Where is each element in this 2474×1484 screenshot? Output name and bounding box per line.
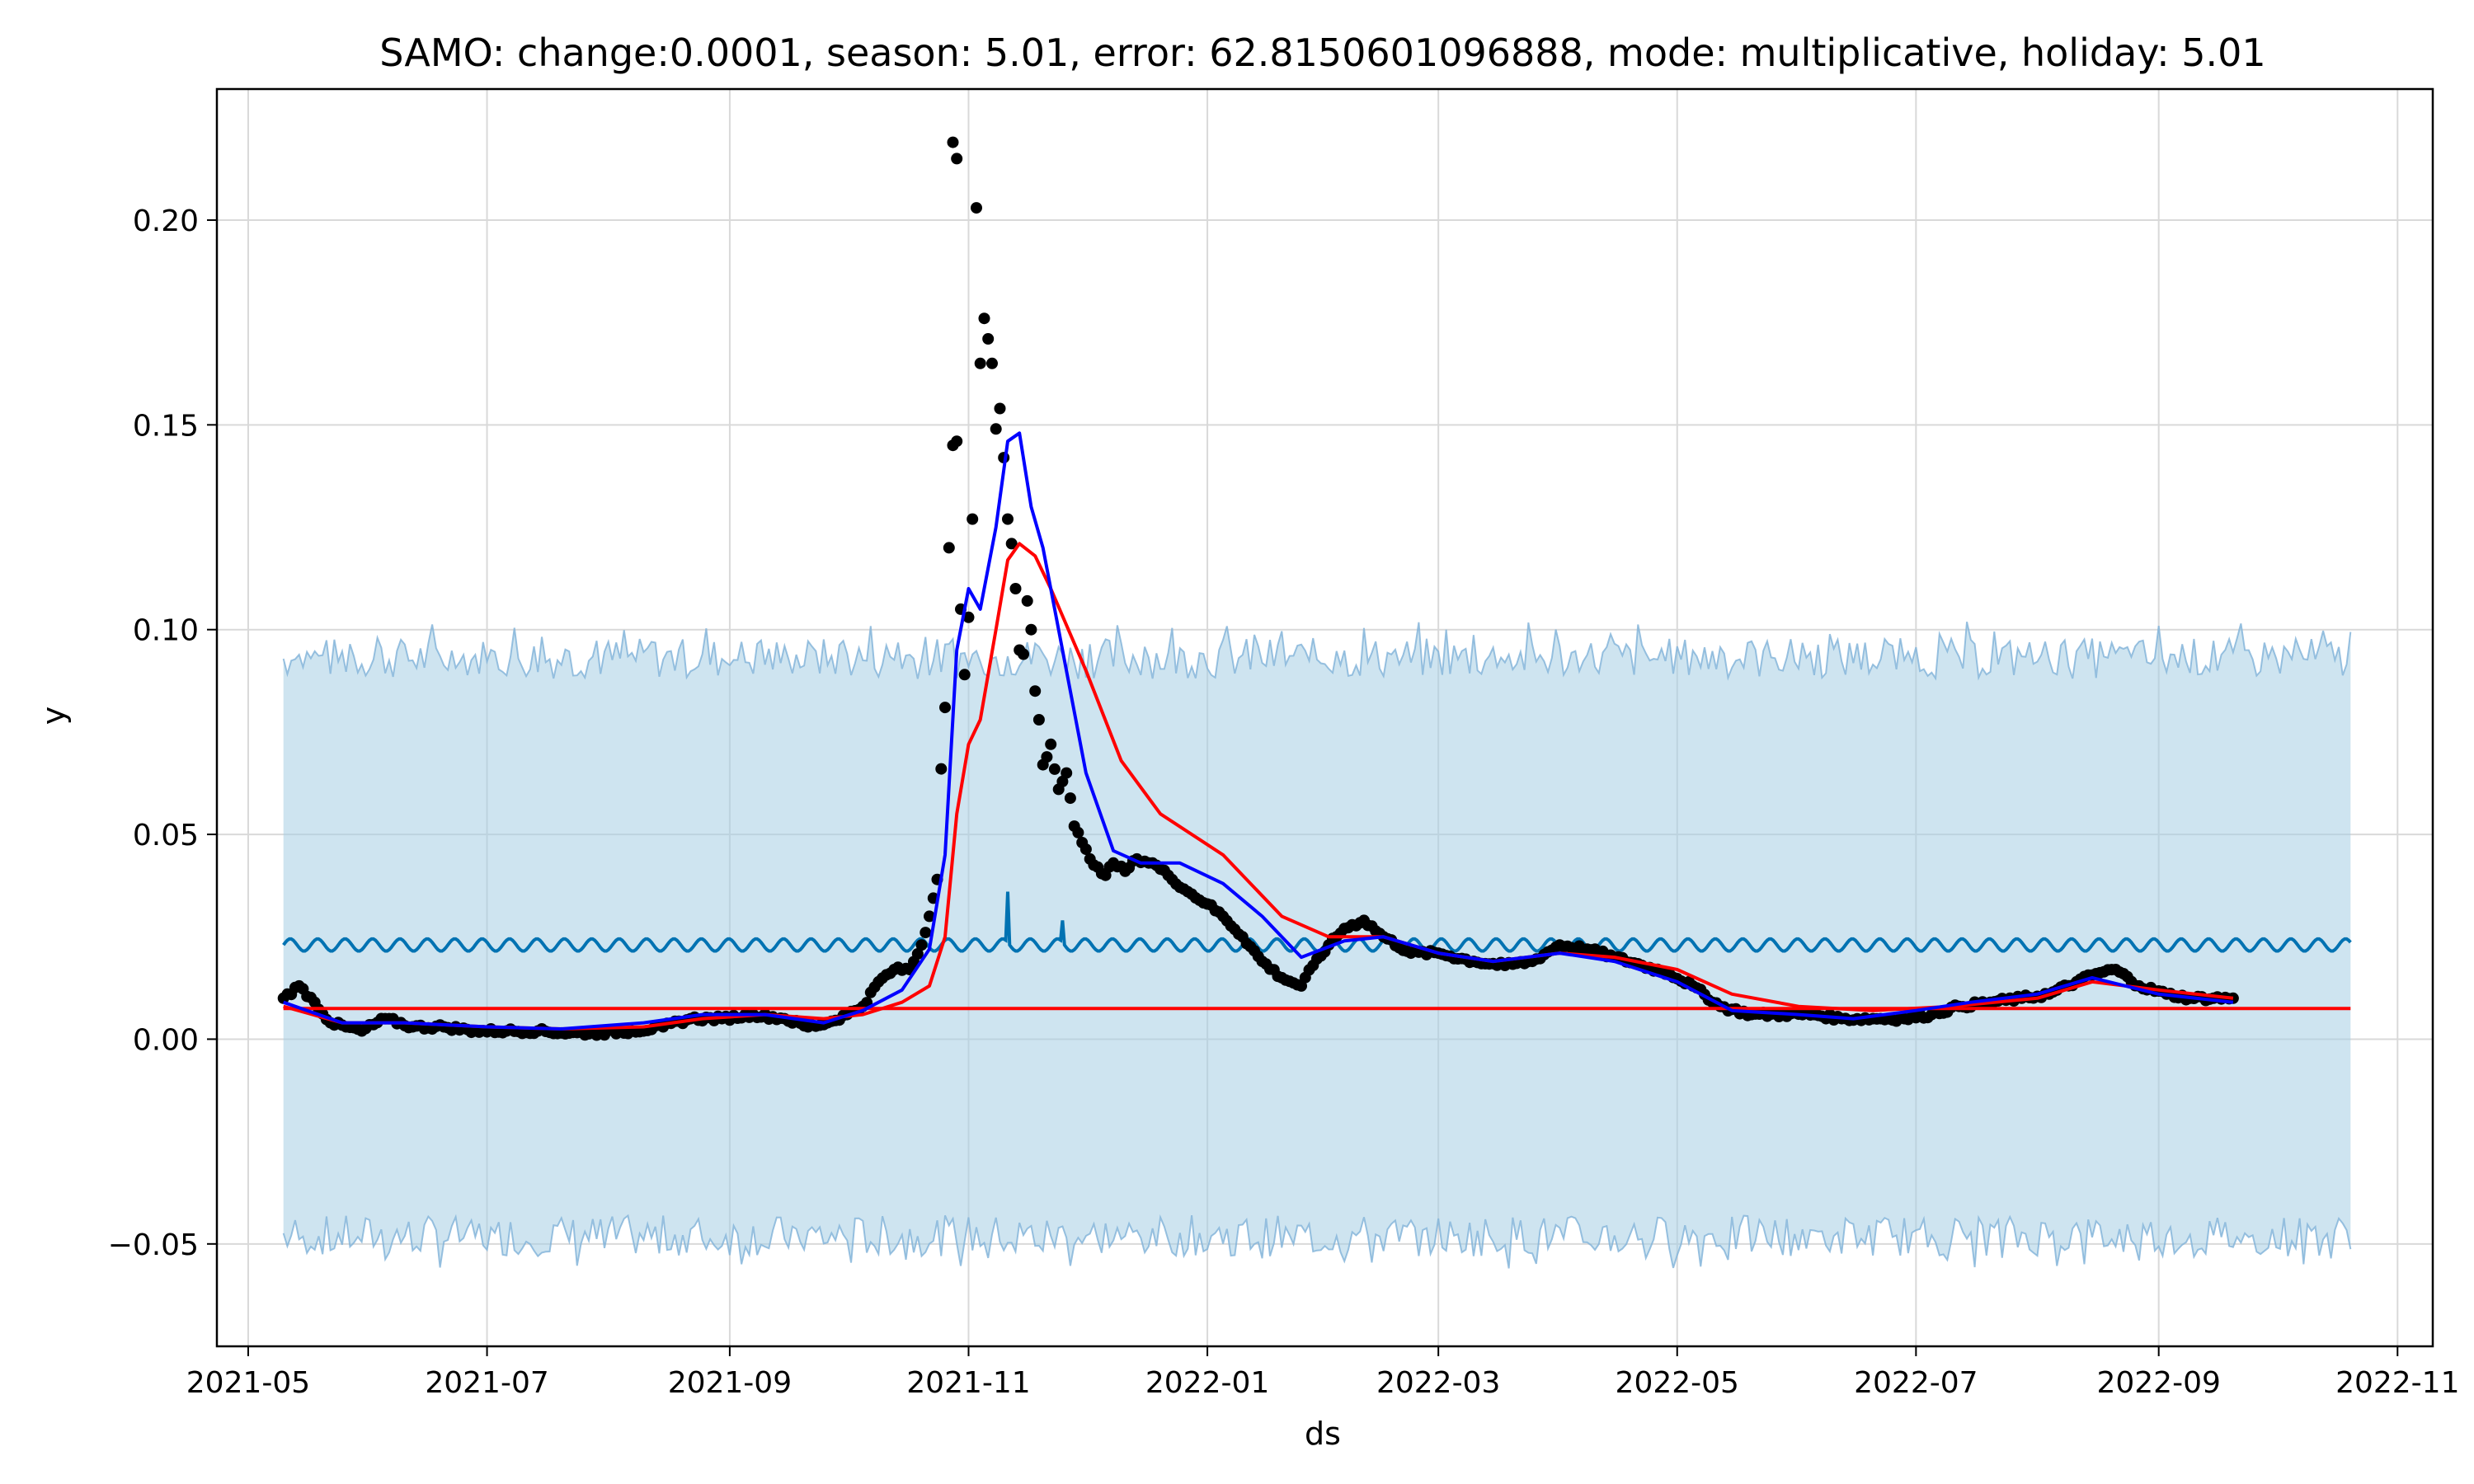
observed-point xyxy=(1252,951,1264,963)
x-tick-label: 2021-05 xyxy=(186,1366,310,1400)
observed-point xyxy=(974,357,986,369)
observed-point xyxy=(1045,738,1057,750)
x-tick-label: 2022-07 xyxy=(1854,1366,1978,1400)
x-tick-label: 2022-01 xyxy=(1145,1366,1269,1400)
observed-point xyxy=(962,611,975,623)
observed-point xyxy=(1048,763,1061,775)
observed-point xyxy=(1064,792,1076,805)
observed-point xyxy=(884,967,896,979)
observed-point xyxy=(1005,538,1018,550)
observed-point xyxy=(1072,826,1084,838)
observed-point xyxy=(1056,775,1069,787)
x-tick-label: 2022-05 xyxy=(1616,1366,1739,1400)
observed-point xyxy=(951,435,963,448)
x-tick-label: 2021-07 xyxy=(425,1366,548,1400)
observed-point xyxy=(1021,594,1033,607)
chart-title: SAMO: change:0.0001, season: 5.01, error… xyxy=(379,31,2265,75)
observed-point xyxy=(868,981,881,993)
observed-point xyxy=(1158,864,1170,876)
x-tick-label: 2021-11 xyxy=(906,1366,1030,1400)
interval-upper-edge xyxy=(282,621,2352,681)
observed-point xyxy=(939,702,951,714)
axes: 2021-05 2021-07 2021-09 2021-11 2022-01 2022-… xyxy=(108,87,2459,1400)
observed-point xyxy=(951,153,963,165)
observed-point xyxy=(1088,859,1100,871)
observed-point xyxy=(1018,648,1029,660)
blue-fit-line xyxy=(283,431,2234,1031)
x-tick-label: 2022-03 xyxy=(1376,1366,1500,1400)
observed-point xyxy=(990,423,1002,435)
observed-point xyxy=(986,357,998,369)
trend-lines xyxy=(283,431,2351,1031)
interval-band xyxy=(283,622,2351,1269)
x-tick-label: 2022-11 xyxy=(2335,1366,2459,1400)
observed-point xyxy=(1095,867,1108,880)
observed-point xyxy=(947,136,959,148)
observed-point xyxy=(1029,685,1042,697)
observed-point xyxy=(1002,513,1014,525)
uncertainty-interval xyxy=(282,621,2352,1269)
observed-point xyxy=(911,948,924,960)
interval-lower-edge xyxy=(282,1214,2352,1269)
observed-point xyxy=(304,991,317,1003)
observed-point xyxy=(920,927,932,939)
observed-point xyxy=(967,513,979,525)
observed-point xyxy=(1009,583,1022,594)
observed-point xyxy=(943,542,955,554)
y-axis-label: y xyxy=(35,707,72,726)
x-tick-label: 2021-09 xyxy=(668,1366,792,1400)
observed-point xyxy=(982,333,995,345)
observed-point xyxy=(1032,714,1045,726)
x-tick-label: 2022-09 xyxy=(2096,1366,2220,1400)
observed-point xyxy=(1233,928,1245,941)
y-tick-label: 0.15 xyxy=(133,409,199,443)
observed-point xyxy=(915,939,928,951)
observed-point xyxy=(1079,843,1092,856)
observed-point xyxy=(978,312,990,325)
y-tick-label: 0.20 xyxy=(133,204,199,238)
observed-point xyxy=(924,910,935,923)
y-tick-label: 0.00 xyxy=(133,1023,199,1057)
observed-point xyxy=(1025,623,1037,636)
observed-point xyxy=(1303,964,1315,976)
x-axis-label: ds xyxy=(1305,1416,1341,1452)
plot-frame xyxy=(215,87,2434,1348)
observed-point xyxy=(935,763,948,775)
observed-point xyxy=(971,202,982,214)
observed-point xyxy=(958,669,971,681)
y-tick-label: −0.05 xyxy=(108,1228,199,1262)
observed-point xyxy=(900,962,912,974)
y-tick-label: 0.10 xyxy=(133,614,199,648)
observed-points xyxy=(277,136,2239,1041)
observed-point xyxy=(1041,751,1053,763)
observed-point xyxy=(994,402,1006,415)
observed-point xyxy=(1291,979,1304,991)
y-tick-label: 0.05 xyxy=(133,819,199,852)
observed-point xyxy=(1213,906,1225,918)
